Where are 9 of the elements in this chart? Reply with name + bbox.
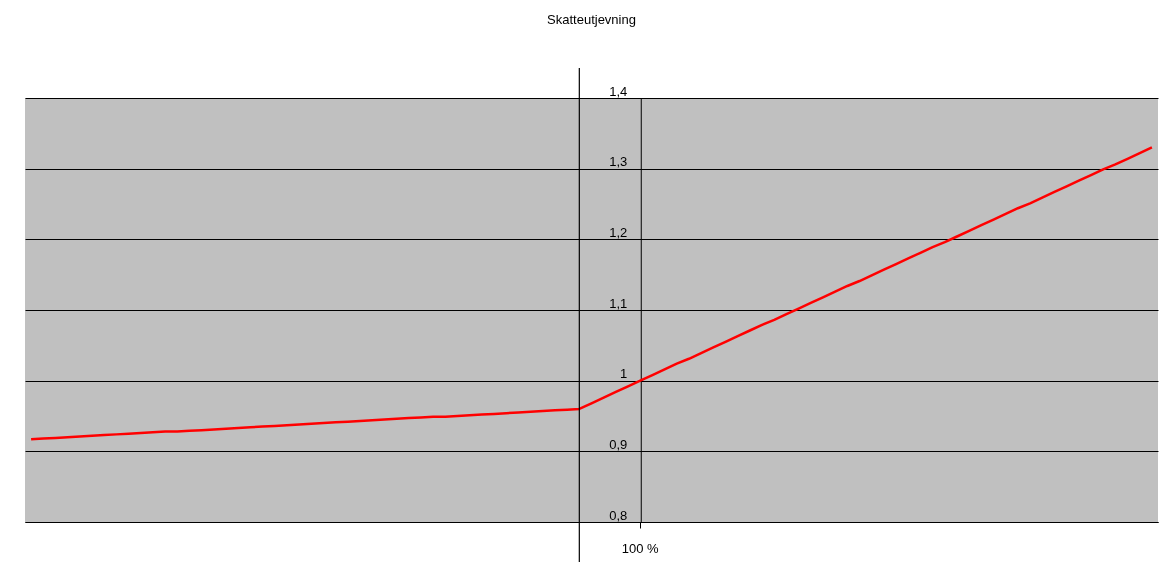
- y-tick-label: 1,1: [609, 295, 628, 311]
- y-tick-label: 0,8: [609, 507, 628, 523]
- y-tick-label: 0,9: [609, 436, 628, 452]
- chart-title: Skatteutjevning: [547, 12, 636, 28]
- y-tick-label: 1: [620, 366, 628, 382]
- y-tick-label: 1,2: [609, 224, 628, 240]
- y-tick-label: 1,4: [609, 83, 628, 99]
- x-tick-label: 100 %: [621, 540, 660, 556]
- y-tick-label: 1,3: [609, 154, 628, 170]
